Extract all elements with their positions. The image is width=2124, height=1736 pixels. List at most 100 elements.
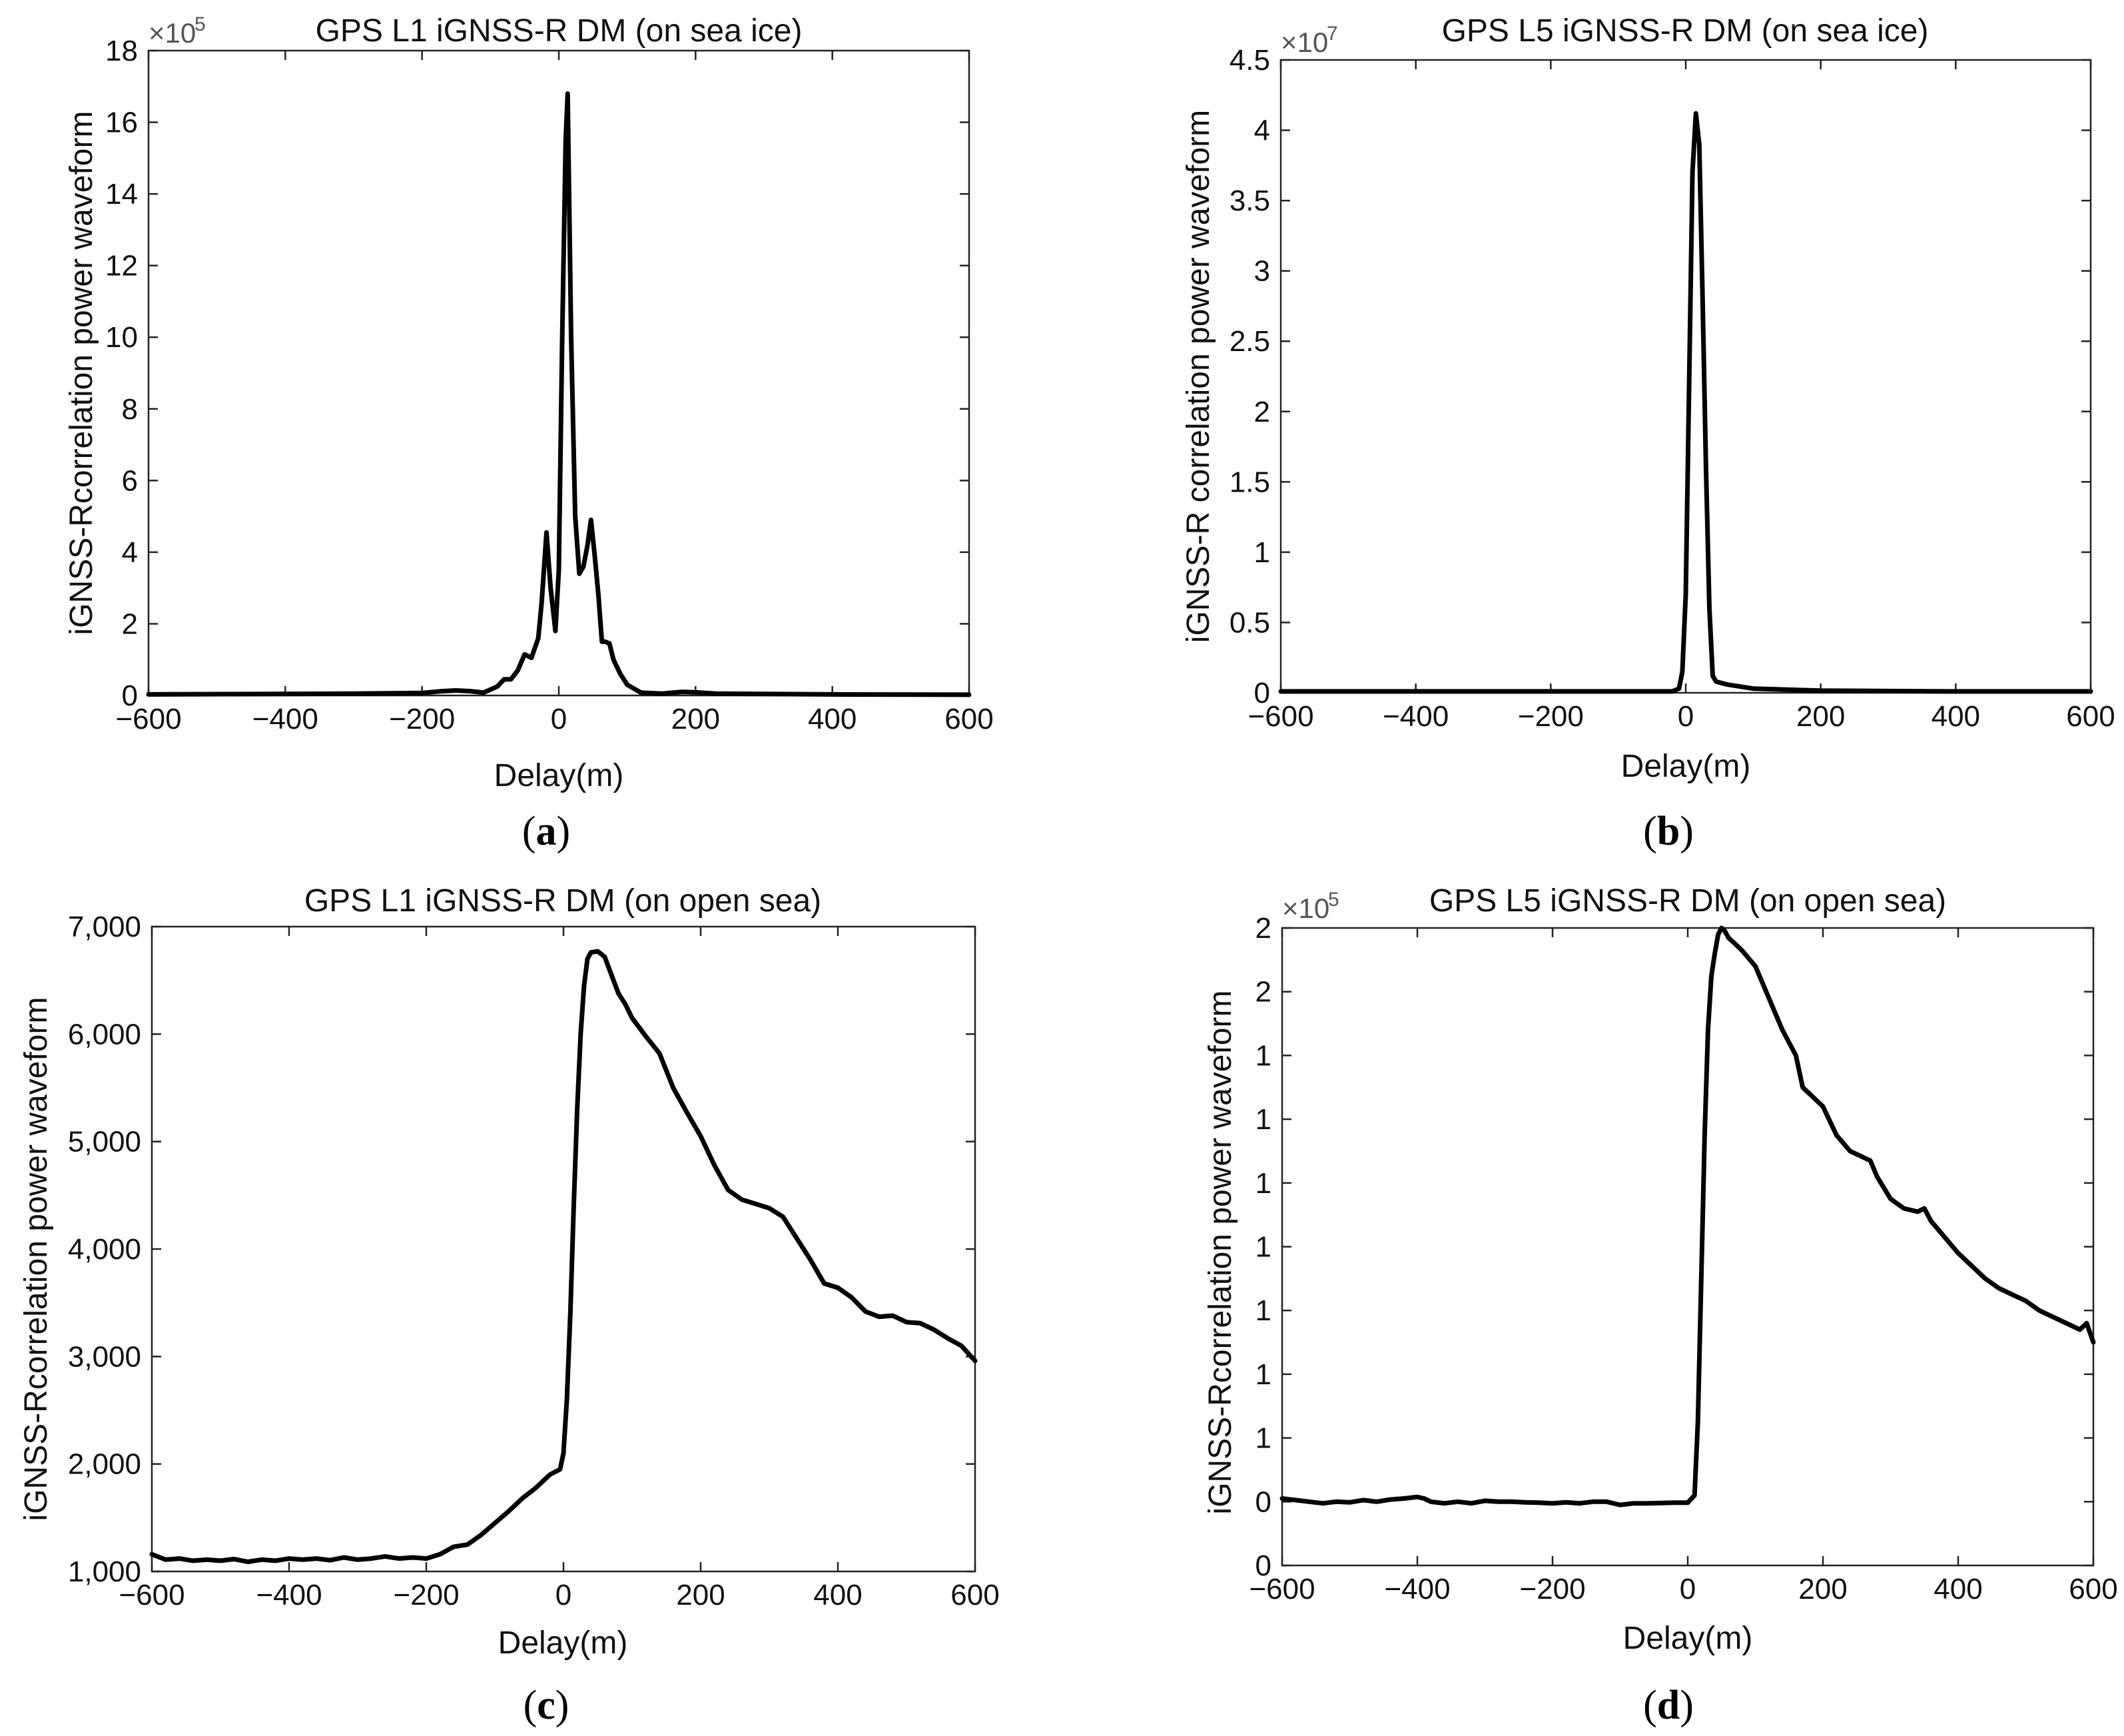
panel-b-ytick-label-8: 4	[1254, 115, 1270, 147]
panel-d-ytick-label-7: 1	[1255, 1103, 1271, 1136]
panel-c-axes-frame	[151, 925, 976, 1573]
panel-b-title: GPS L5 iGNSS-R DM (on sea ice)	[1442, 13, 1929, 49]
panel-c-caption-open: (	[524, 1683, 537, 1728]
panel-a-xlabel: Delay(m)	[494, 758, 624, 793]
panel-a-caption: (a)	[522, 809, 570, 854]
panel-d-xtick-label-2: −200	[1519, 1573, 1585, 1605]
panel-b-ylabel: iGNSS-R correlation power waveform	[1181, 110, 1216, 643]
panel-d-xtick-label-3: 0	[1680, 1573, 1696, 1605]
panel-c-xtick-label-4: 200	[676, 1579, 725, 1611]
panel-d: GPS L5 iGNSS-R DM (on open sea) ×10 5 −6…	[1203, 883, 2118, 1728]
panel-a-xtick-label-2: −200	[389, 703, 455, 735]
panel-a-ytick-label-3: 6	[122, 464, 138, 497]
panel-b: GPS L5 iGNSS-R DM (on sea ice) ×10 7 −60…	[1181, 13, 2115, 854]
panel-c-caption: (c)	[524, 1683, 569, 1728]
panel-d-ytick-label-10: 2	[1255, 912, 1271, 945]
panel-a-exponent: ×10 5	[149, 13, 206, 49]
panel-a-ytick-label-4: 8	[122, 393, 138, 426]
panel-b-xtick-label-5: 400	[1932, 700, 1980, 733]
panel-b-xtick-label-2: −200	[1518, 700, 1584, 733]
panel-d-ticks: −600 −400 −200 0 200 400 600 0 0 1 1 1 1 1 1 1 2 2	[1249, 912, 2117, 1605]
panel-d-xtick-label-6: 600	[2069, 1573, 2117, 1605]
panel-d-ytick-label-6: 1	[1255, 1167, 1271, 1200]
panel-b-ytick-label-7: 3.5	[1230, 185, 1270, 217]
panel-c-xtick-label-6: 600	[950, 1579, 999, 1611]
panel-b-ytick-label-3: 1.5	[1230, 466, 1270, 498]
panel-d-exponent-power: 5	[1328, 889, 1339, 911]
panel-b-caption-close: )	[1680, 809, 1694, 854]
panel-c-ytick-label-4: 5,000	[68, 1126, 141, 1158]
panel-c-xlabel: Delay(m)	[498, 1625, 628, 1661]
panel-a-ytick-label-9: 18	[105, 35, 138, 67]
panel-b-caption: (b)	[1643, 809, 1694, 854]
panel-a-ytick-label-0: 0	[122, 679, 138, 712]
panel-d-ytick-label-4: 1	[1255, 1294, 1271, 1327]
panel-c-xtick-label-5: 400	[813, 1579, 862, 1611]
panel-b-xtick-label-6: 600	[2066, 700, 2115, 733]
panel-d-ytick-label-8: 1	[1255, 1039, 1271, 1072]
panel-b-xlabel: Delay(m)	[1621, 749, 1751, 784]
panel-b-caption-letter: b	[1657, 809, 1680, 854]
panel-c-ylabel: iGNSS-Rcorrelation power waveform	[19, 997, 54, 1521]
panel-d-caption: (d)	[1643, 1683, 1694, 1728]
panel-b-ticks: −600 −400 −200 0 200 400 600 0 0.5 1 1.5 2 2.5 3 3.5 4 4…	[1230, 44, 2115, 733]
panel-d-waveform-line	[1279, 925, 2096, 1508]
panel-c-ytick-label-1: 2,000	[68, 1448, 141, 1481]
panel-b-ytick-label-4: 2	[1254, 396, 1270, 428]
panel-a-xtick-label-5: 400	[808, 703, 857, 735]
panel-c: GPS L1 iGNSS-R DM (on open sea) −600 −400…	[19, 883, 1000, 1728]
panel-d-xtick-label-4: 200	[1798, 1573, 1847, 1605]
panel-c-xtick-label-1: −400	[256, 1579, 322, 1611]
panel-a-ytick-label-7: 14	[105, 178, 138, 211]
panel-a-ytick-label-6: 12	[105, 250, 138, 282]
panel-a-ylabel: iGNSS-Rcorrelation power waveform	[64, 111, 99, 636]
panel-a-ytick-label-1: 2	[122, 608, 138, 640]
panel-a-caption-letter: a	[536, 809, 557, 854]
panel-d-ytick-label-1: 0	[1255, 1486, 1271, 1518]
panel-c-caption-close: )	[555, 1683, 569, 1728]
panel-b-xtick-label-1: −400	[1383, 700, 1449, 733]
panel-a-caption-close: )	[557, 809, 571, 854]
panel-b-ytick-label-6: 3	[1254, 255, 1270, 288]
panel-a-xtick-label-3: 0	[551, 703, 567, 735]
panel-a-caption-open: (	[522, 809, 536, 854]
panel-d-xtick-label-0: −600	[1249, 1573, 1315, 1605]
panel-a-ytick-label-2: 4	[122, 536, 138, 569]
panel-d-exponent: ×10 5	[1282, 889, 1339, 924]
panel-a-ytick-label-8: 16	[105, 107, 138, 139]
panel-d-caption-letter: d	[1657, 1683, 1680, 1728]
panel-c-xtick-label-3: 0	[555, 1579, 571, 1611]
panel-b-ytick-label-2: 1	[1254, 536, 1270, 569]
panel-a-title: GPS L1 iGNSS-R DM (on sea ice)	[316, 13, 803, 49]
panel-d-ytick-label-3: 1	[1255, 1358, 1271, 1391]
panel-a-ticks: −600 −400 −200 0 200 400 600 0 2 4 6 8 10 12 14 16 18	[105, 35, 994, 735]
panel-c-xtick-label-2: −200	[393, 1579, 459, 1611]
panel-c-ytick-label-5: 6,000	[68, 1018, 141, 1051]
panel-b-ytick-label-1: 0.5	[1230, 606, 1270, 639]
panel-d-ytick-label-9: 2	[1255, 976, 1271, 1009]
panel-a-waveform-line	[146, 91, 972, 697]
panel-a-xtick-label-4: 200	[671, 703, 720, 735]
panel-c-ytick-label-6: 7,000	[68, 911, 141, 943]
panel-d-exponent-base: ×10	[1282, 893, 1329, 924]
panel-b-xtick-label-4: 200	[1796, 700, 1845, 733]
panel-b-waveform-line	[1278, 111, 2093, 694]
panel-c-ticks: −600 −400 −200 0 200 400 600 1,000 2,000 3,000 4,0…	[68, 911, 1000, 1611]
panel-d-ytick-label-2: 1	[1255, 1422, 1271, 1455]
panel-a-exponent-base: ×10	[149, 17, 196, 49]
panel-d-ylabel: iGNSS-Rcorrelation power waveform	[1203, 991, 1238, 1515]
panel-b-xtick-label-0: −600	[1247, 700, 1313, 733]
panel-d-xlabel: Delay(m)	[1623, 1621, 1753, 1656]
panel-b-exponent-base: ×10	[1281, 27, 1328, 58]
panel-b-xtick-label-3: 0	[1678, 700, 1694, 733]
panel-b-exponent-power: 7	[1327, 23, 1338, 45]
panel-c-ytick-label-3: 4,000	[68, 1233, 141, 1266]
panel-b-ytick-label-9: 4.5	[1230, 44, 1270, 77]
panel-c-caption-letter: c	[537, 1683, 555, 1728]
panel-a-xtick-label-1: −400	[252, 703, 318, 735]
panel-d-caption-close: )	[1680, 1683, 1694, 1728]
panel-c-ytick-label-0: 1,000	[68, 1555, 141, 1588]
panel-b-exponent: ×10 7	[1281, 23, 1338, 58]
panel-d-xtick-label-5: 400	[1934, 1573, 1982, 1605]
